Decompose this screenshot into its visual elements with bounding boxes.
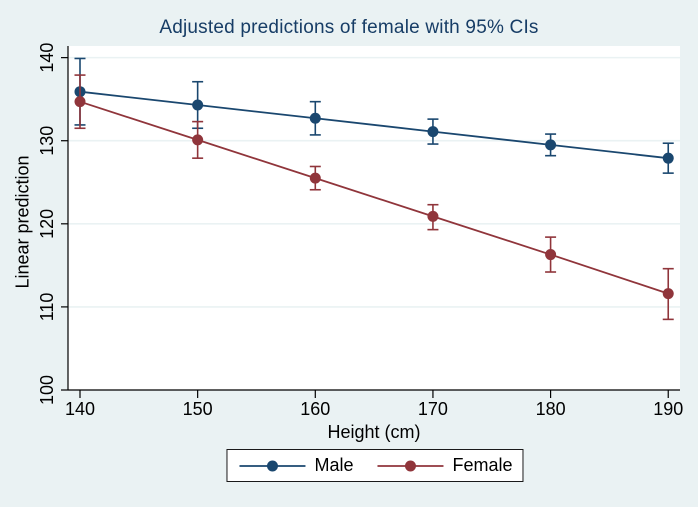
x-tick-label-180: 180	[536, 399, 566, 419]
series-female	[74, 74, 674, 321]
y-axis-title: Linear prediction	[12, 155, 33, 289]
male-marker-160	[309, 112, 321, 124]
plot-area	[68, 46, 680, 390]
y-tick-label-100: 100	[37, 375, 57, 405]
female-marker-180	[545, 249, 557, 261]
female-marker-170	[427, 210, 439, 222]
y-tick-label-110: 110	[37, 293, 57, 322]
x-tick-label-170: 170	[418, 399, 448, 419]
legend-item-male: Male	[237, 455, 353, 476]
female-line-marker-icon	[377, 460, 444, 471]
gridlines	[68, 56, 680, 308]
male-marker-170	[427, 126, 439, 138]
x-axis-ticks: 140 150 160 170 180 190	[65, 390, 683, 419]
x-tick-label-150: 150	[183, 399, 213, 419]
male-line	[79, 90, 669, 160]
female-marker-140	[74, 96, 86, 108]
male-line-marker-icon	[239, 460, 306, 471]
y-tick-label-140: 140	[37, 43, 57, 73]
x-tick-label-190: 190	[653, 399, 683, 419]
y-tick-label-130: 130	[37, 126, 57, 156]
male-marker-150	[192, 99, 204, 111]
male-marker-180	[545, 139, 557, 151]
x-tick-label-140: 140	[65, 399, 95, 419]
legend-item-female: Female	[375, 455, 513, 476]
chart-title: Adjusted predictions of female with 95% …	[159, 17, 539, 38]
male-marker-190	[662, 152, 674, 164]
female-marker-160	[309, 172, 321, 184]
legend: Male Female	[226, 449, 524, 482]
female-marker-150	[192, 134, 204, 146]
female-marker-190	[662, 288, 674, 300]
x-axis-title: Height (cm)	[327, 422, 421, 442]
legend-label-female: Female	[452, 455, 513, 475]
y-axis-ticks: 100 110 120 130 140	[37, 43, 68, 405]
female-line	[79, 100, 669, 295]
y-tick-label-120: 120	[37, 209, 57, 239]
x-tick-label-160: 160	[300, 399, 330, 419]
legend-label-male: Male	[314, 455, 354, 475]
